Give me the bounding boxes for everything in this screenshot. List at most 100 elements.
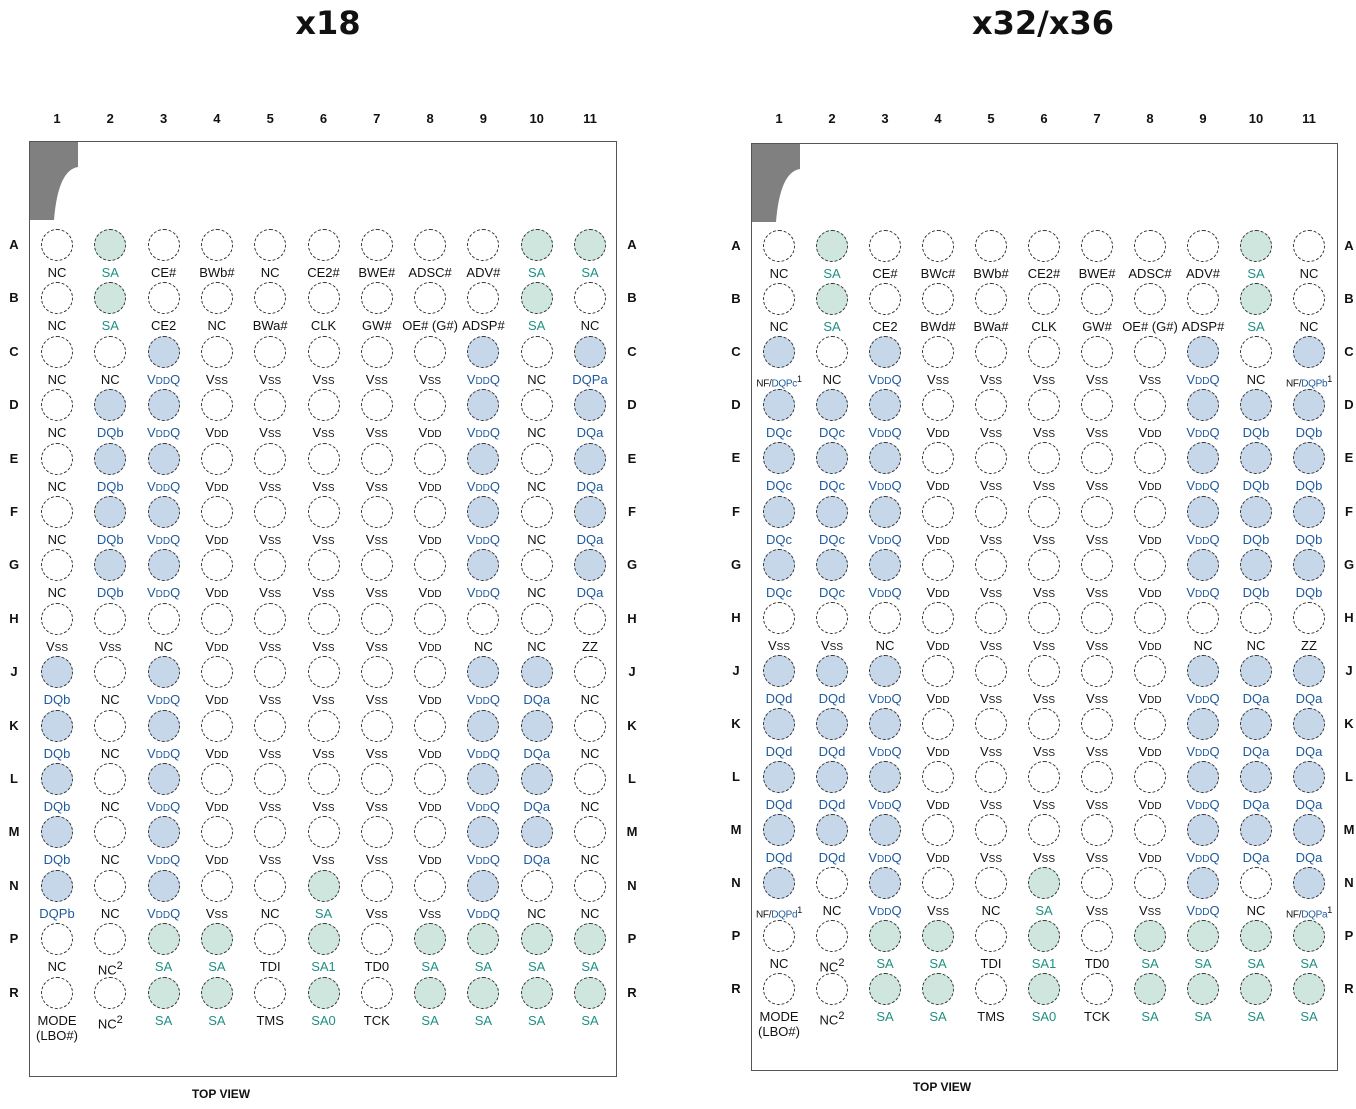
ball-signal-label: DQc [766, 425, 792, 441]
ball-signal-label: NC [527, 585, 547, 601]
ball-pad [254, 763, 287, 795]
row-label-right: D [1344, 397, 1354, 413]
ball-signal-label: DQPa [572, 371, 608, 387]
ball-pad [254, 976, 287, 1009]
ball-pad [1187, 230, 1219, 262]
ball-signal-label: VSS [979, 584, 1002, 600]
ball-pad [816, 230, 848, 262]
row-label-left: P [731, 928, 741, 944]
ball-pad [869, 707, 901, 740]
ball-pad [574, 602, 606, 635]
row-label-left: L [10, 771, 18, 786]
ball-pad [414, 549, 447, 582]
ball-pad [763, 283, 795, 316]
ball-signal-label: NC [580, 745, 600, 761]
ball-signal-label: TCK [1084, 1009, 1110, 1025]
ball-pad [467, 389, 500, 422]
ball-pad [1293, 601, 1325, 634]
row-label-right: K [1344, 715, 1354, 731]
ball-pad [763, 495, 795, 528]
ball-pad [307, 282, 340, 315]
ball-pad [574, 549, 606, 582]
ball-pad [1081, 495, 1113, 528]
ball-signal-label: DQd [818, 797, 846, 812]
ball-signal-label: VDDQ [1186, 797, 1220, 812]
ball-signal-label: VSS [1032, 478, 1055, 494]
ball-signal-label: VDDQ [466, 692, 501, 708]
ball-pad [1134, 548, 1166, 581]
ball-pad [1134, 920, 1166, 953]
row-label-left: M [8, 824, 20, 840]
ball-pad [763, 654, 795, 687]
column-label: 8 [1146, 111, 1154, 126]
ball-pad [147, 976, 180, 1009]
ball-signal-label: VSS [365, 905, 388, 921]
row-label-left: G [730, 556, 742, 572]
ball-signal-label: SA [581, 265, 599, 280]
row-label-left: E [731, 450, 741, 466]
ball-signal-label: VSS [820, 637, 843, 653]
ball-pad [520, 335, 553, 368]
ball-pad [1187, 389, 1219, 422]
ball-pad [574, 869, 606, 902]
top-view-caption: TOP VIEW [191, 1087, 251, 1101]
ball-signal-label: VDDQ [146, 371, 181, 387]
ball-pad [520, 656, 553, 689]
ball-signal-label: NC [100, 692, 120, 708]
ball-pad [41, 763, 73, 795]
ball-signal-label: DQb [43, 799, 71, 814]
ball-pad [763, 601, 795, 634]
ball-signal-label: BWb# [199, 265, 235, 280]
ball-signal-label: VDDQ [466, 745, 501, 761]
ball-signal-label: VDDQ [868, 531, 902, 547]
row-label-left: E [9, 450, 19, 466]
ball-pad [147, 335, 180, 368]
ball-pad [574, 816, 606, 849]
ball-pad [922, 867, 954, 900]
ball-signal-label: VSS [1085, 797, 1108, 812]
ball-pad [414, 923, 447, 956]
ball-pad [41, 816, 73, 849]
ball-pad [200, 389, 233, 422]
ball-pad [254, 282, 287, 315]
ball-signal-label: VSS [1032, 425, 1055, 441]
row-label-left: B [731, 291, 741, 307]
ball-pad [922, 389, 954, 422]
ball-signal-label: SA [1300, 1009, 1318, 1025]
pin1-corner-marker [30, 142, 78, 220]
ball-pad [414, 389, 447, 422]
row-label-left: R [731, 981, 741, 997]
ball-signal-label: SA [1247, 956, 1265, 972]
ball-pad [94, 282, 127, 315]
ball-signal-label: DQc [766, 531, 792, 547]
row-label-right: B [1344, 291, 1354, 307]
column-label: 4 [934, 111, 942, 126]
ball-signal-label: VDD [205, 425, 229, 441]
row-label-right: H [1344, 609, 1354, 625]
ball-signal-label: VDD [1138, 584, 1162, 600]
ball-pad [574, 229, 606, 261]
ball-pad [94, 923, 127, 956]
ball-pad [360, 442, 393, 475]
ball-signal-label: DQb [43, 745, 71, 761]
ball-signal-label: SA [528, 1012, 546, 1028]
ball-signal-label: VDDQ [466, 371, 501, 387]
ball-pad [254, 816, 287, 849]
ball-signal-label: VDD [205, 852, 229, 868]
ball-pad [1081, 336, 1113, 369]
ball-pad [1240, 548, 1272, 581]
ball-pad [1293, 442, 1325, 475]
row-label-left: N [9, 877, 19, 893]
ball-signal-label: DQPb [39, 905, 75, 921]
row-label-right: G [1343, 556, 1355, 572]
ball-signal-label: VSS [1032, 372, 1055, 388]
ball-signal-label: NF/DQPa1 [1286, 905, 1332, 921]
ball-signal-label: VDDQ [868, 690, 902, 706]
ball-pad [816, 389, 848, 422]
ball-pad [1187, 867, 1219, 900]
ball-signal-label: VDD [418, 425, 442, 441]
ball-pad [307, 602, 340, 635]
ball-pad [1293, 920, 1325, 953]
ball-pad [763, 389, 795, 422]
ball-pad [1081, 761, 1113, 793]
